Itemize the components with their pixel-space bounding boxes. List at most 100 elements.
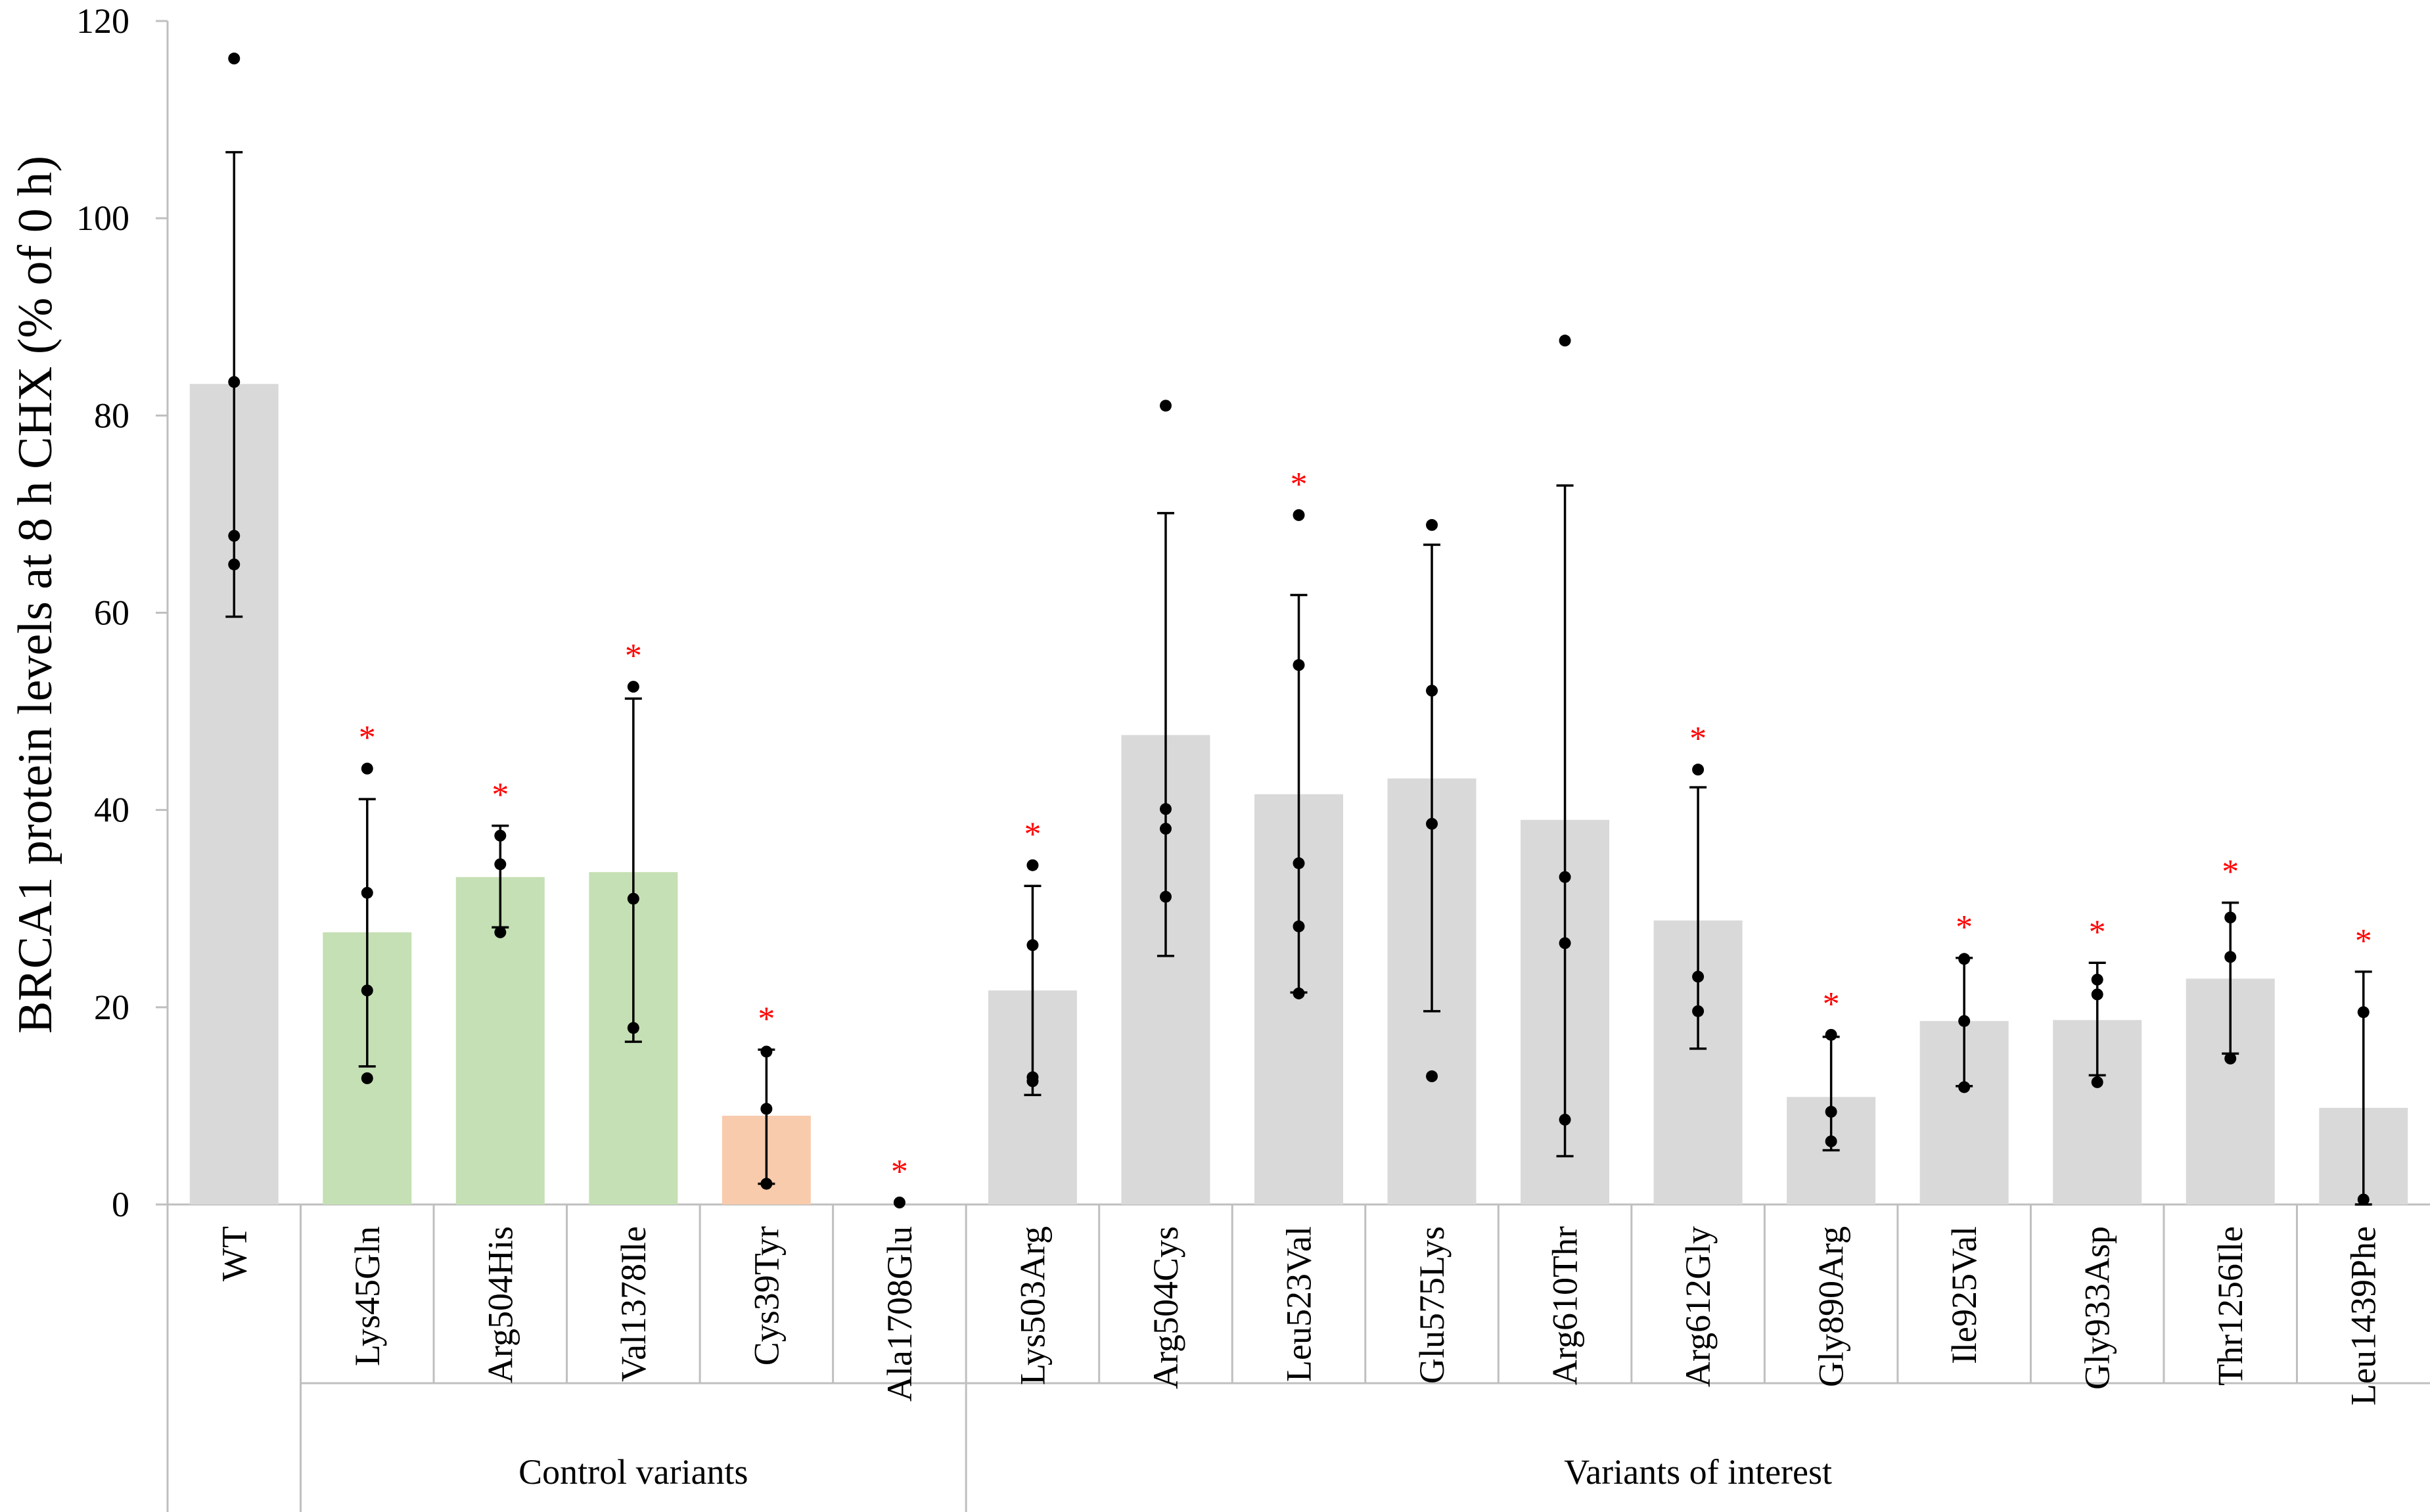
category-label: Lys503Arg bbox=[1013, 1226, 1052, 1385]
data-point bbox=[760, 1103, 773, 1115]
data-point bbox=[2357, 1006, 2370, 1019]
data-point bbox=[1159, 890, 1172, 903]
data-point bbox=[1426, 817, 1438, 830]
data-point bbox=[1293, 920, 1305, 932]
data-point bbox=[1825, 1135, 1837, 1147]
significance-asterisk: * bbox=[492, 777, 509, 814]
significance-asterisk: * bbox=[2222, 854, 2239, 891]
data-point bbox=[494, 829, 507, 842]
category-label: WT bbox=[214, 1226, 254, 1281]
data-point bbox=[361, 1072, 373, 1084]
data-point bbox=[1958, 1015, 1971, 1027]
data-point bbox=[2091, 988, 2103, 1001]
data-point bbox=[2224, 911, 2237, 924]
data-point bbox=[228, 558, 241, 570]
data-point bbox=[760, 1178, 773, 1190]
data-point bbox=[1026, 859, 1039, 871]
data-point bbox=[2224, 951, 2237, 963]
data-point bbox=[1958, 1081, 1971, 1093]
data-point bbox=[1692, 764, 1705, 776]
data-point bbox=[361, 984, 373, 997]
y-tick-label: 120 bbox=[76, 1, 129, 41]
data-point bbox=[1026, 939, 1039, 951]
data-point bbox=[1426, 518, 1438, 531]
data-point bbox=[2091, 973, 2103, 986]
data-point bbox=[1559, 334, 1571, 347]
category-label: Gly890Arg bbox=[1812, 1226, 1851, 1387]
data-point bbox=[1293, 659, 1305, 672]
data-point bbox=[1958, 953, 1971, 965]
category-label: Lys45Gln bbox=[348, 1226, 387, 1366]
data-point bbox=[1825, 1105, 1837, 1118]
data-point bbox=[627, 681, 639, 693]
category-label: Ala1708Glu bbox=[880, 1226, 919, 1402]
significance-asterisk: * bbox=[2089, 913, 2106, 951]
data-point bbox=[494, 926, 507, 938]
data-point bbox=[2357, 1193, 2370, 1206]
y-tick-label: 20 bbox=[94, 988, 129, 1027]
data-point bbox=[228, 530, 241, 542]
data-point bbox=[1293, 509, 1305, 521]
data-points-layer bbox=[228, 53, 2370, 1208]
significance-asterisk: * bbox=[1291, 466, 1308, 503]
y-tick-label: 0 bbox=[112, 1185, 129, 1224]
significance-asterisk: * bbox=[2355, 923, 2372, 960]
category-label: Arg504Cys bbox=[1146, 1226, 1185, 1389]
group-label: Control variants bbox=[518, 1452, 748, 1492]
data-point bbox=[1426, 1070, 1438, 1082]
data-point bbox=[228, 53, 241, 65]
data-point bbox=[760, 1045, 773, 1058]
data-point bbox=[361, 762, 373, 775]
data-point bbox=[627, 1022, 639, 1034]
data-point bbox=[1692, 1005, 1705, 1017]
data-point bbox=[1159, 823, 1172, 835]
data-point bbox=[1559, 871, 1571, 883]
labels-layer: WT Lys45Gln Arg504His Val1378Ile Cys39Tyr Ala… bbox=[214, 1226, 2383, 1492]
significance-asterisk: * bbox=[1689, 720, 1707, 758]
significance-asterisk: * bbox=[891, 1153, 908, 1191]
category-label: Arg504His bbox=[480, 1226, 520, 1383]
category-label: Thr1256Ile bbox=[2211, 1226, 2250, 1386]
data-point bbox=[361, 886, 373, 899]
data-point bbox=[1026, 1075, 1039, 1088]
data-point bbox=[2224, 1052, 2237, 1065]
category-label: Gly933Asp bbox=[2078, 1226, 2117, 1390]
y-tick-label: 40 bbox=[94, 790, 129, 830]
data-point bbox=[1159, 803, 1172, 815]
category-label: Arg610Thr bbox=[1546, 1226, 1585, 1385]
category-label: Ile925Val bbox=[1944, 1226, 1984, 1364]
category-label: Leu1439Phe bbox=[2344, 1226, 2383, 1406]
data-point bbox=[1559, 937, 1571, 950]
data-point bbox=[627, 892, 639, 905]
category-label: Leu523Val bbox=[1279, 1226, 1319, 1382]
significance-asterisk: * bbox=[1823, 986, 1840, 1023]
y-tick-label: 60 bbox=[94, 593, 129, 633]
category-label: Arg612Gly bbox=[1678, 1226, 1718, 1387]
y-axis-label: BRCA1 protein levels at 8 h CHX (% of 0 … bbox=[9, 156, 62, 1034]
significance-asterisk: * bbox=[1024, 816, 1041, 854]
category-label: Val1378Ile bbox=[614, 1226, 653, 1382]
category-label: Glu575Lys bbox=[1412, 1226, 1452, 1384]
data-point bbox=[1692, 971, 1705, 983]
data-point bbox=[1559, 1113, 1571, 1126]
significance-asterisk: * bbox=[758, 1000, 775, 1038]
data-point bbox=[1426, 685, 1438, 697]
data-point bbox=[494, 858, 507, 871]
data-point bbox=[1293, 857, 1305, 869]
significance-asterisk: * bbox=[625, 637, 642, 675]
y-tick-label: 100 bbox=[76, 198, 129, 238]
axes-layer: 0 20 40 60 80 100 120 bbox=[76, 1, 2430, 1512]
data-point bbox=[228, 376, 241, 388]
significance-asterisk: * bbox=[359, 720, 376, 757]
category-label: Cys39Tyr bbox=[746, 1226, 786, 1365]
significance-asterisk: * bbox=[1956, 909, 1973, 946]
data-point bbox=[1159, 400, 1172, 412]
data-point bbox=[1825, 1028, 1837, 1041]
data-point bbox=[893, 1196, 906, 1208]
y-tick-label: 80 bbox=[94, 396, 129, 435]
data-point bbox=[1293, 987, 1305, 999]
significance-layer: * * * * * * * * * * * * * bbox=[359, 466, 2372, 1191]
group-label: Variants of interest bbox=[1564, 1452, 1832, 1492]
data-point bbox=[2091, 1076, 2103, 1088]
